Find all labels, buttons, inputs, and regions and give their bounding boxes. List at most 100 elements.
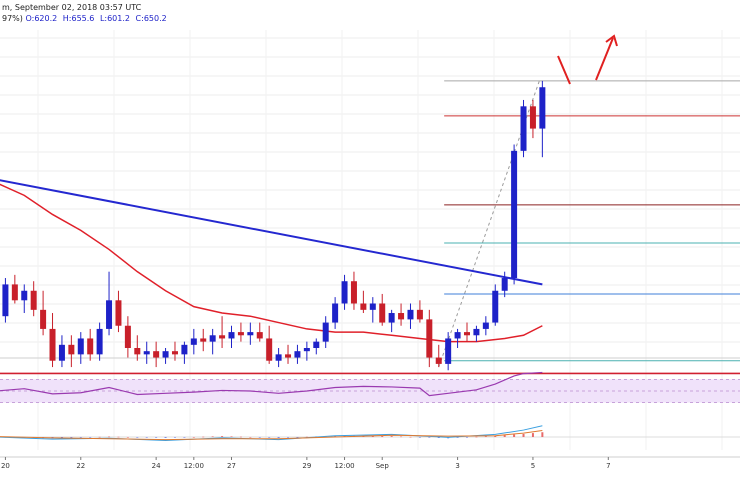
moving-average bbox=[0, 183, 543, 343]
candle-body bbox=[162, 351, 169, 358]
candle-body bbox=[350, 281, 357, 304]
macd-histogram-bar bbox=[484, 436, 487, 437]
x-tick-label: 12:00 bbox=[334, 462, 354, 470]
up-arrow-head bbox=[605, 34, 618, 47]
candle-body bbox=[539, 87, 546, 129]
candle-body bbox=[190, 338, 197, 345]
macd-histogram-bar bbox=[155, 437, 158, 438]
rsi-band bbox=[0, 379, 740, 403]
macd-histogram-bar bbox=[503, 435, 506, 437]
macd-histogram-bar bbox=[541, 432, 544, 437]
macd-signal-line bbox=[0, 430, 543, 441]
candle-body bbox=[237, 332, 244, 336]
ohlc-high-label: H: bbox=[63, 14, 72, 23]
macd-histogram-bar bbox=[418, 437, 421, 438]
candle-body bbox=[407, 309, 414, 320]
candle-body bbox=[313, 341, 320, 348]
macd-histogram-bar bbox=[287, 437, 290, 438]
candle-body bbox=[501, 278, 508, 291]
candle-body bbox=[388, 313, 395, 323]
macd-panel bbox=[0, 425, 740, 441]
ohlc-low-value: 601.2 bbox=[107, 14, 130, 23]
macd-histogram-bar bbox=[390, 436, 393, 437]
down-move-arrow bbox=[557, 55, 571, 85]
candle-body bbox=[171, 351, 178, 355]
macd-histogram-bar bbox=[136, 437, 139, 438]
x-tick-label: 12:00 bbox=[184, 462, 204, 470]
macd-histogram-bar bbox=[371, 435, 374, 437]
candle-body bbox=[68, 344, 75, 355]
candle-body bbox=[256, 332, 263, 339]
macd-histogram-bar bbox=[108, 436, 111, 438]
x-tick-label: Sep bbox=[376, 462, 390, 470]
sma-line bbox=[0, 183, 543, 343]
macd-histogram-bar bbox=[249, 437, 252, 438]
ohlc-open-label: O: bbox=[25, 14, 34, 23]
trendline-line bbox=[0, 179, 543, 286]
candle-body bbox=[322, 322, 329, 342]
macd-histogram-bar bbox=[456, 437, 459, 438]
candle-body bbox=[464, 332, 470, 336]
macd-histogram-bar bbox=[192, 437, 195, 438]
candle-body bbox=[275, 354, 282, 361]
candle-body bbox=[40, 309, 47, 329]
macd-histogram-bar bbox=[117, 436, 120, 438]
macd-histogram-bar bbox=[221, 436, 224, 437]
candle-body bbox=[482, 322, 489, 329]
ohlc-readout: 97%) O:620.2 H:655.6 L:601.2 C:650.2 bbox=[2, 14, 167, 23]
candle-body bbox=[143, 351, 150, 355]
candle-body bbox=[426, 319, 433, 358]
candle-body bbox=[106, 300, 113, 329]
macd-histogram-bar bbox=[334, 435, 337, 437]
candle-body bbox=[247, 332, 254, 336]
macd-histogram-bar bbox=[513, 434, 516, 437]
x-tick-label: 5 bbox=[531, 462, 535, 470]
candles bbox=[2, 80, 546, 371]
macd-histogram-bar bbox=[164, 437, 167, 438]
candle-body bbox=[219, 335, 226, 339]
macd-histogram-bar bbox=[173, 437, 176, 438]
macd-histogram-bar bbox=[305, 436, 308, 438]
candle-body bbox=[200, 338, 207, 342]
candle-body bbox=[115, 300, 122, 326]
candle-body bbox=[529, 106, 536, 129]
up-move-arrow bbox=[595, 37, 614, 81]
rsi-panel bbox=[0, 371, 740, 404]
macd-histogram-bar bbox=[381, 436, 384, 437]
candle-body bbox=[30, 290, 37, 310]
candle-body bbox=[134, 348, 141, 355]
candle-body bbox=[294, 351, 301, 358]
candle-body bbox=[153, 351, 160, 358]
macd-histogram-bar bbox=[98, 436, 101, 438]
candle-body bbox=[58, 344, 65, 361]
macd-histogram-bar bbox=[268, 437, 271, 438]
chart-header: m, September 02, 2018 03:57 UTC 97%) O:6… bbox=[2, 3, 167, 23]
candle-body bbox=[2, 284, 9, 317]
candle-body bbox=[87, 338, 94, 355]
macd-histogram-bar bbox=[296, 437, 299, 438]
candle-body bbox=[11, 284, 18, 301]
macd-histogram-bar bbox=[70, 437, 73, 438]
candle-body bbox=[181, 344, 188, 355]
candle-body bbox=[379, 303, 386, 323]
candle-body bbox=[473, 328, 480, 336]
macd-histogram-bar bbox=[437, 437, 440, 438]
macd-histogram-bar bbox=[183, 437, 186, 438]
macd-histogram-bar bbox=[466, 437, 468, 438]
macd-histogram-bar bbox=[230, 436, 233, 438]
macd-histogram-bar bbox=[239, 436, 242, 438]
macd-histogram-bar bbox=[258, 437, 261, 438]
candle-body bbox=[332, 303, 339, 323]
rsi-line bbox=[0, 371, 543, 397]
macd-histogram-bar bbox=[531, 433, 534, 437]
chart-title: m, September 02, 2018 03:57 UTC bbox=[2, 3, 142, 12]
candle-body bbox=[77, 338, 84, 355]
candle-body bbox=[416, 309, 423, 320]
candle-body bbox=[266, 338, 273, 361]
candle-body bbox=[360, 303, 367, 310]
macd-histogram-bar bbox=[522, 433, 525, 437]
macd-histogram-bar bbox=[428, 437, 431, 438]
candle-body bbox=[511, 150, 518, 279]
